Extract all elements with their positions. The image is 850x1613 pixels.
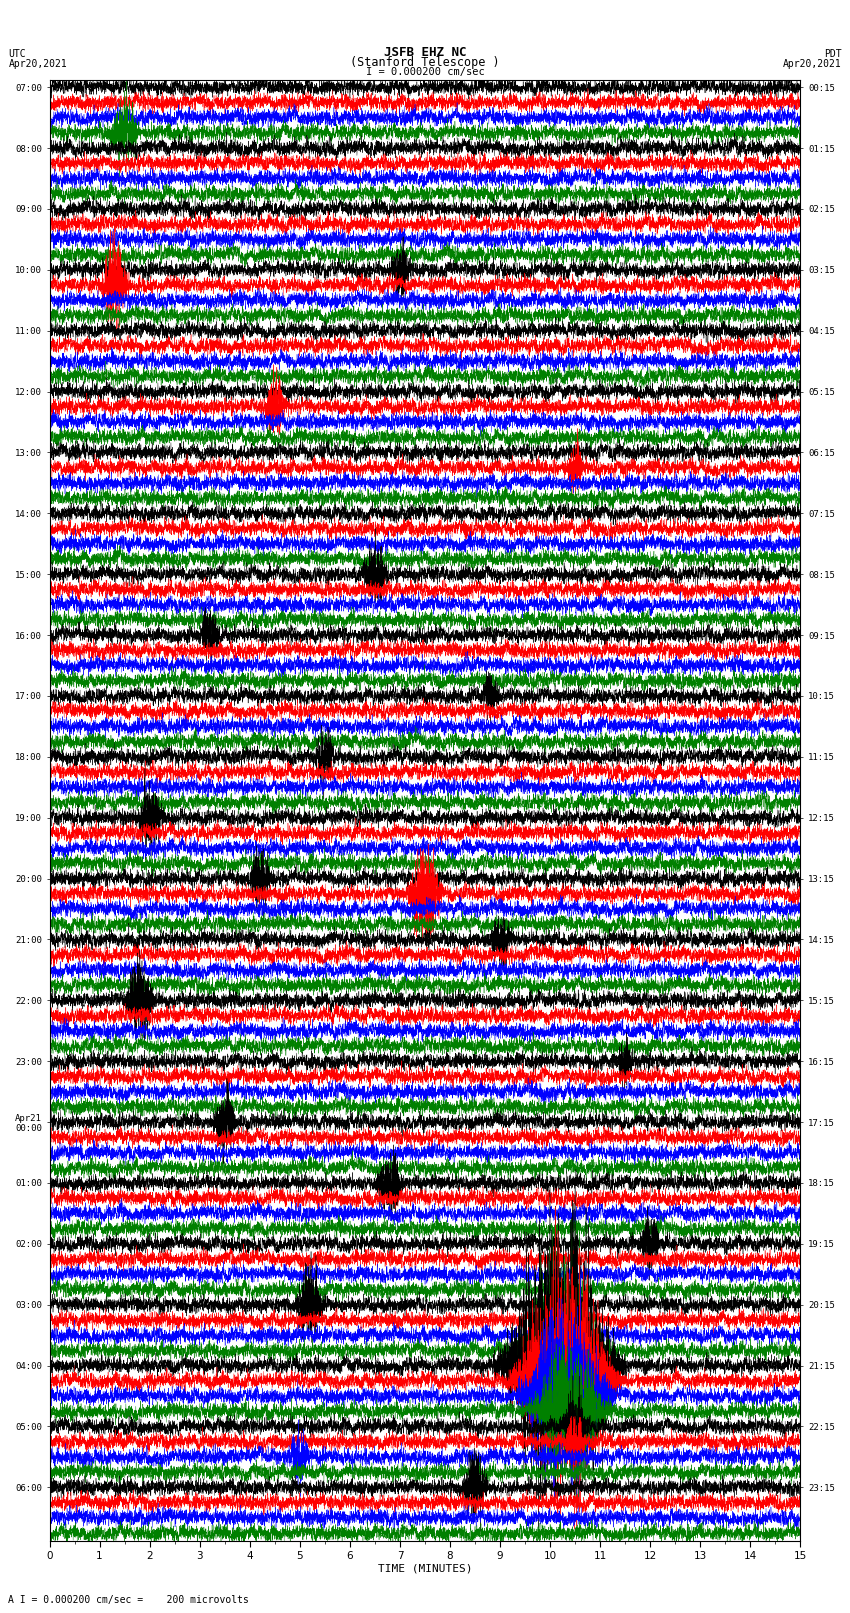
- Text: (Stanford Telescope ): (Stanford Telescope ): [350, 55, 500, 69]
- X-axis label: TIME (MINUTES): TIME (MINUTES): [377, 1565, 473, 1574]
- Text: Apr20,2021: Apr20,2021: [783, 58, 842, 69]
- Text: Apr20,2021: Apr20,2021: [8, 58, 67, 69]
- Text: UTC: UTC: [8, 48, 26, 58]
- Text: JSFB EHZ NC: JSFB EHZ NC: [383, 45, 467, 58]
- Text: PDT: PDT: [824, 48, 842, 58]
- Text: I = 0.000200 cm/sec: I = 0.000200 cm/sec: [366, 66, 484, 77]
- Text: A I = 0.000200 cm/sec =    200 microvolts: A I = 0.000200 cm/sec = 200 microvolts: [8, 1595, 249, 1605]
